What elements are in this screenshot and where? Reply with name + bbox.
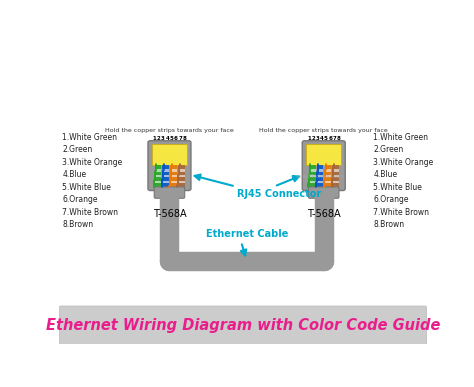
Text: Hold the copper strips towards your face: Hold the copper strips towards your face bbox=[259, 128, 388, 133]
Text: 7: 7 bbox=[332, 136, 337, 141]
Text: 7.White Brown: 7.White Brown bbox=[374, 208, 429, 217]
Text: 7: 7 bbox=[178, 136, 182, 141]
Text: 1: 1 bbox=[307, 136, 311, 141]
Bar bbox=[155, 180, 161, 183]
Bar bbox=[325, 180, 331, 183]
Bar bbox=[155, 175, 161, 177]
Text: 1.White Green: 1.White Green bbox=[62, 133, 117, 142]
Text: 5.White Blue: 5.White Blue bbox=[374, 183, 422, 192]
Text: T-568A: T-568A bbox=[307, 209, 340, 219]
Text: 7.White Brown: 7.White Brown bbox=[62, 208, 118, 217]
Text: 8.Brown: 8.Brown bbox=[62, 221, 93, 229]
Bar bbox=[332, 170, 339, 171]
Bar bbox=[325, 170, 331, 171]
Text: 2.Green: 2.Green bbox=[62, 146, 92, 154]
Bar bbox=[317, 165, 323, 187]
Text: 8.Brown: 8.Brown bbox=[374, 221, 404, 229]
FancyBboxPatch shape bbox=[148, 141, 191, 190]
FancyBboxPatch shape bbox=[302, 141, 345, 190]
Text: 3.White Orange: 3.White Orange bbox=[62, 158, 122, 167]
Text: 5: 5 bbox=[170, 136, 173, 141]
Text: 4: 4 bbox=[165, 136, 169, 141]
Text: 6.Orange: 6.Orange bbox=[62, 195, 98, 204]
Text: Hold the copper strips towards your face: Hold the copper strips towards your face bbox=[105, 128, 234, 133]
Bar bbox=[163, 175, 169, 177]
Text: 1.White Green: 1.White Green bbox=[374, 133, 428, 142]
Text: 2.Green: 2.Green bbox=[374, 146, 403, 154]
Text: 4: 4 bbox=[319, 136, 324, 141]
Bar bbox=[309, 170, 316, 171]
Text: 1: 1 bbox=[153, 136, 156, 141]
Bar bbox=[325, 175, 331, 177]
Bar bbox=[170, 165, 177, 187]
Bar bbox=[317, 175, 323, 177]
Bar bbox=[163, 165, 169, 187]
Text: RJ45 Connector: RJ45 Connector bbox=[237, 190, 322, 199]
Text: 2: 2 bbox=[157, 136, 161, 141]
Text: 6: 6 bbox=[328, 136, 332, 141]
Bar bbox=[325, 165, 331, 187]
Bar bbox=[317, 170, 323, 171]
Text: Ethernet Cable: Ethernet Cable bbox=[206, 229, 289, 239]
Text: 3: 3 bbox=[315, 136, 319, 141]
Text: 6.Orange: 6.Orange bbox=[374, 195, 409, 204]
Bar bbox=[170, 180, 177, 183]
Text: 3.White Orange: 3.White Orange bbox=[374, 158, 434, 167]
Bar bbox=[309, 180, 316, 183]
Bar bbox=[306, 144, 341, 165]
Bar bbox=[152, 144, 187, 165]
Bar bbox=[332, 175, 339, 177]
FancyBboxPatch shape bbox=[309, 187, 339, 198]
Text: 5: 5 bbox=[324, 136, 328, 141]
Bar bbox=[332, 180, 339, 183]
Bar bbox=[178, 165, 185, 187]
Bar bbox=[163, 170, 169, 171]
Bar bbox=[317, 180, 323, 183]
FancyBboxPatch shape bbox=[154, 187, 185, 198]
Bar bbox=[309, 165, 316, 187]
Text: 4.Blue: 4.Blue bbox=[62, 170, 86, 179]
Bar bbox=[155, 170, 161, 171]
Text: 5.White Blue: 5.White Blue bbox=[62, 183, 111, 192]
Bar bbox=[178, 170, 185, 171]
Bar bbox=[170, 170, 177, 171]
Bar bbox=[178, 175, 185, 177]
FancyBboxPatch shape bbox=[59, 306, 427, 345]
Bar bbox=[332, 165, 339, 187]
Text: 6: 6 bbox=[174, 136, 178, 141]
Text: 4.Blue: 4.Blue bbox=[374, 170, 398, 179]
Bar bbox=[155, 165, 161, 187]
Bar bbox=[163, 180, 169, 183]
Text: Ethernet Wiring Diagram with Color Code Guide: Ethernet Wiring Diagram with Color Code … bbox=[46, 318, 440, 332]
Text: www.ETechnoG.com: www.ETechnoG.com bbox=[296, 173, 345, 178]
Text: 2: 2 bbox=[311, 136, 315, 141]
Text: 3: 3 bbox=[161, 136, 165, 141]
Bar bbox=[309, 175, 316, 177]
Text: 8: 8 bbox=[182, 136, 186, 141]
Bar bbox=[170, 175, 177, 177]
Bar bbox=[178, 180, 185, 183]
Text: 8: 8 bbox=[337, 136, 340, 141]
Text: T-568A: T-568A bbox=[153, 209, 186, 219]
